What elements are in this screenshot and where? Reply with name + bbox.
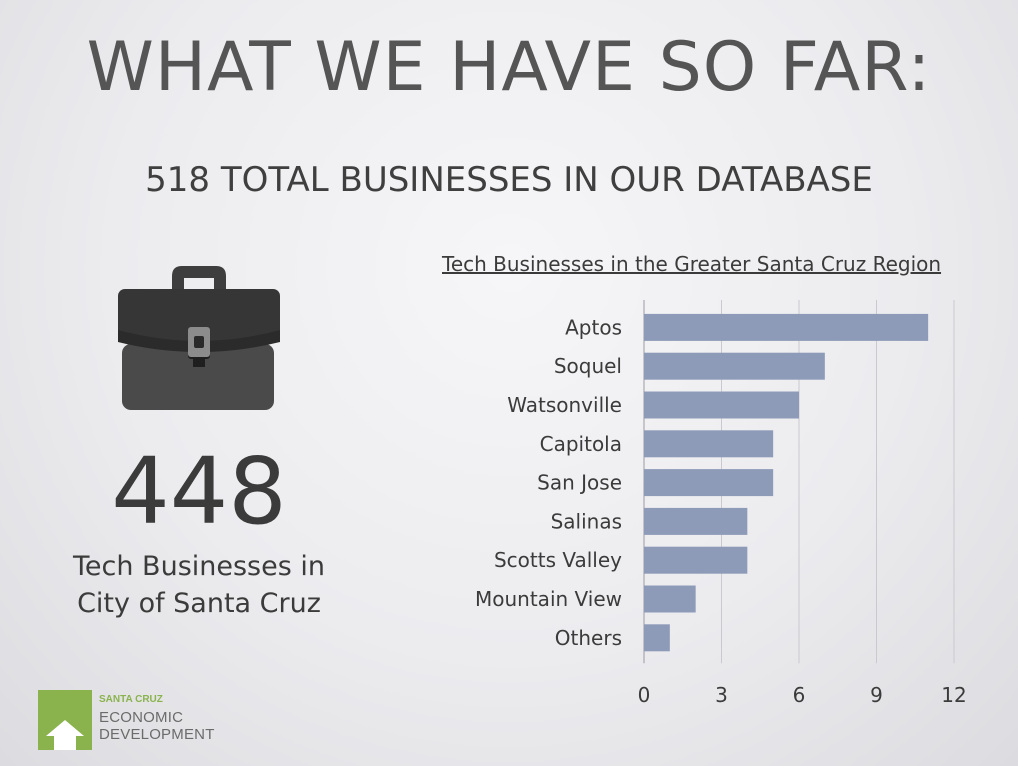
tech-business-caption: Tech Businesses in City of Santa Cruz [40, 548, 358, 622]
bar-san-jose [644, 469, 774, 497]
logo-text-santa-cruz: SANTA CRUZ [99, 694, 163, 705]
category-label: Scotts Valley [494, 548, 622, 572]
bars [644, 313, 929, 652]
category-label: Others [555, 626, 622, 650]
bar-scotts-valley [644, 546, 748, 574]
briefcase-icon [116, 262, 282, 416]
category-labels: Aptos Soquel Watsonville Capitola San Jose Sa… [475, 315, 622, 649]
category-label: San Jose [537, 471, 622, 495]
category-label: Soquel [554, 354, 622, 378]
tick-labels: 0 3 6 9 12 [638, 683, 967, 706]
bar-soquel [644, 352, 825, 380]
bar-watsonville [644, 391, 799, 419]
bar-chart: Aptos Soquel Watsonville Capitola San Jose Sa… [475, 300, 967, 706]
bar-others [644, 624, 670, 652]
category-label: Watsonville [507, 393, 622, 417]
bar-mountain-view [644, 585, 696, 613]
slide-subtitle: 518 TOTAL BUSINESSES IN OUR DATABASE [145, 160, 873, 200]
x-tick-label: 3 [715, 683, 728, 706]
category-label: Salinas [551, 509, 622, 533]
x-tick-label: 6 [793, 683, 806, 706]
slide-title: WHAT WE HAVE SO FAR: [86, 28, 932, 107]
bar-salinas [644, 507, 748, 535]
x-tick-label: 0 [638, 683, 651, 706]
logo-text-development: DEVELOPMENT [99, 726, 215, 743]
x-tick-label: 9 [870, 683, 883, 706]
bar-capitola [644, 430, 774, 458]
caption-line-2: City of Santa Cruz [77, 588, 321, 619]
category-label: Aptos [565, 315, 622, 339]
chart-title: Tech Businesses in the Greater Santa Cru… [442, 252, 942, 276]
bar-aptos [644, 313, 929, 341]
logo-text-economic: ECONOMIC [99, 709, 184, 726]
logo-mark [38, 690, 92, 750]
santa-cruz-economic-development-logo: SANTA CRUZ ECONOMIC DEVELOPMENT [38, 690, 214, 750]
tech-business-count: 448 [111, 438, 287, 545]
caption-line-1: Tech Businesses in [73, 551, 325, 582]
category-label: Capitola [540, 432, 622, 456]
x-tick-label: 12 [941, 683, 966, 706]
category-label: Mountain View [475, 587, 622, 611]
